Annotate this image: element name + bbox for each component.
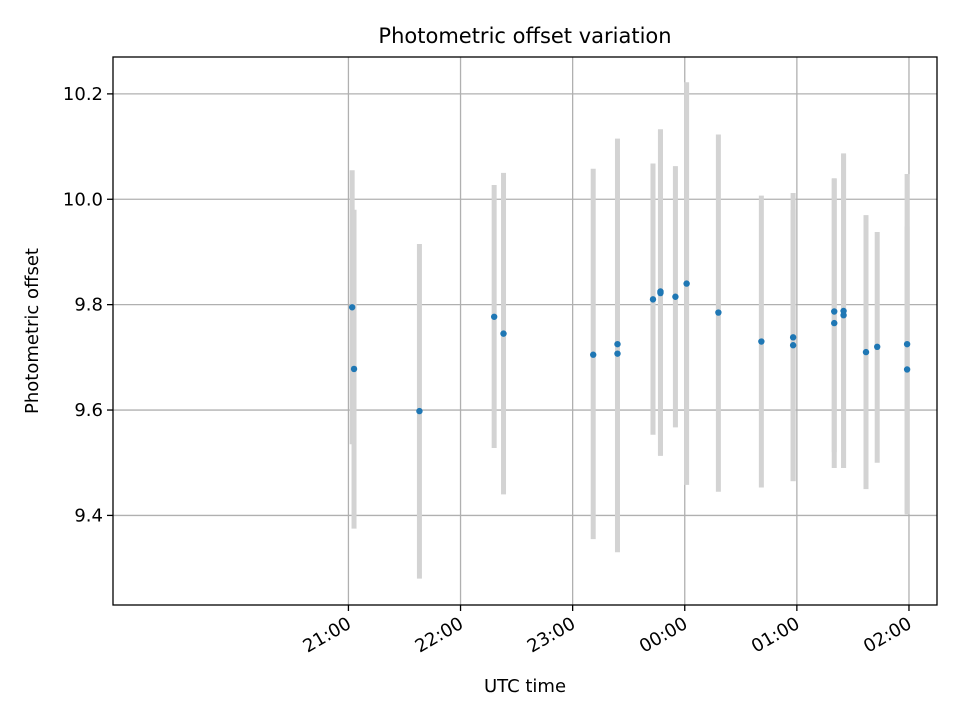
y-tick-label: 10.2 bbox=[63, 84, 103, 105]
y-tick-label: 9.4 bbox=[74, 505, 103, 526]
x-axis-title: UTC time bbox=[484, 676, 566, 697]
data-points bbox=[348, 280, 911, 415]
data-point bbox=[903, 366, 911, 373]
y-tick-label: 9.6 bbox=[74, 400, 103, 421]
data-point bbox=[683, 280, 690, 287]
y-axis: 9.4 9.6 9.8 10.0 10.2 bbox=[63, 84, 113, 526]
chart-title: Photometric offset variation bbox=[378, 24, 671, 48]
data-point bbox=[416, 407, 423, 415]
data-point bbox=[500, 330, 507, 337]
data-point bbox=[657, 288, 664, 295]
data-point bbox=[903, 340, 911, 348]
data-point bbox=[614, 350, 621, 357]
data-point bbox=[789, 342, 797, 349]
data-point bbox=[350, 365, 358, 373]
data-point bbox=[614, 340, 621, 348]
y-tick-label: 9.8 bbox=[74, 295, 103, 316]
y-tick-label: 10.0 bbox=[63, 189, 103, 210]
data-point bbox=[672, 293, 679, 300]
data-point bbox=[490, 313, 498, 320]
y-axis-title: Photometric offset bbox=[22, 248, 43, 414]
data-point bbox=[840, 307, 847, 315]
data-point bbox=[874, 343, 881, 351]
data-point bbox=[758, 338, 765, 345]
data-point bbox=[831, 308, 838, 315]
data-point bbox=[649, 296, 657, 303]
data-point bbox=[589, 351, 597, 358]
plot-frame bbox=[112, 56, 938, 606]
data-point bbox=[715, 309, 722, 316]
data-point bbox=[862, 348, 870, 356]
data-point bbox=[831, 319, 838, 327]
data-point bbox=[789, 334, 797, 341]
data-point bbox=[348, 304, 356, 311]
